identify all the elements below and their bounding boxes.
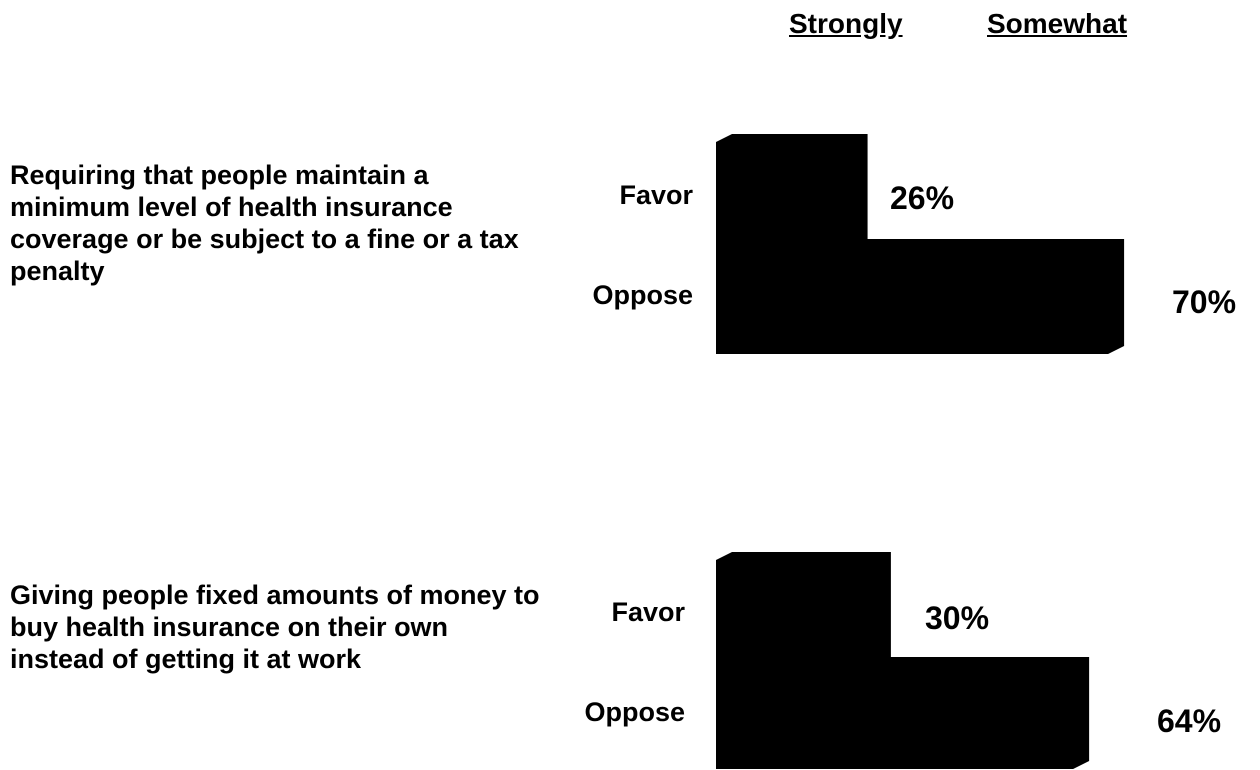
q2-oppose-value-label: 64% [1157, 703, 1222, 739]
q2-favor-value-label: 30% [925, 600, 990, 636]
column-header-strongly: Strongly [789, 8, 903, 39]
q1-favor-value-label: 26% [890, 180, 955, 216]
q2-oppose-label: Oppose [584, 697, 685, 727]
q2-oppose-bar [716, 657, 1090, 769]
q1-oppose-bar [716, 239, 1125, 354]
q1-oppose-label: Oppose [592, 280, 693, 310]
q1-favor-bar [716, 134, 868, 239]
q1-favor-label: Favor [619, 180, 693, 210]
question-1-text: Requiring that people maintain a minimum… [10, 160, 519, 286]
q2-favor-bar [716, 552, 891, 657]
column-header-somewhat: Somewhat [987, 8, 1128, 39]
q1-oppose-value-label: 70% [1172, 284, 1237, 320]
question-2-text: Giving people fixed amounts of money to … [10, 580, 540, 674]
q2-favor-label: Favor [611, 597, 685, 627]
